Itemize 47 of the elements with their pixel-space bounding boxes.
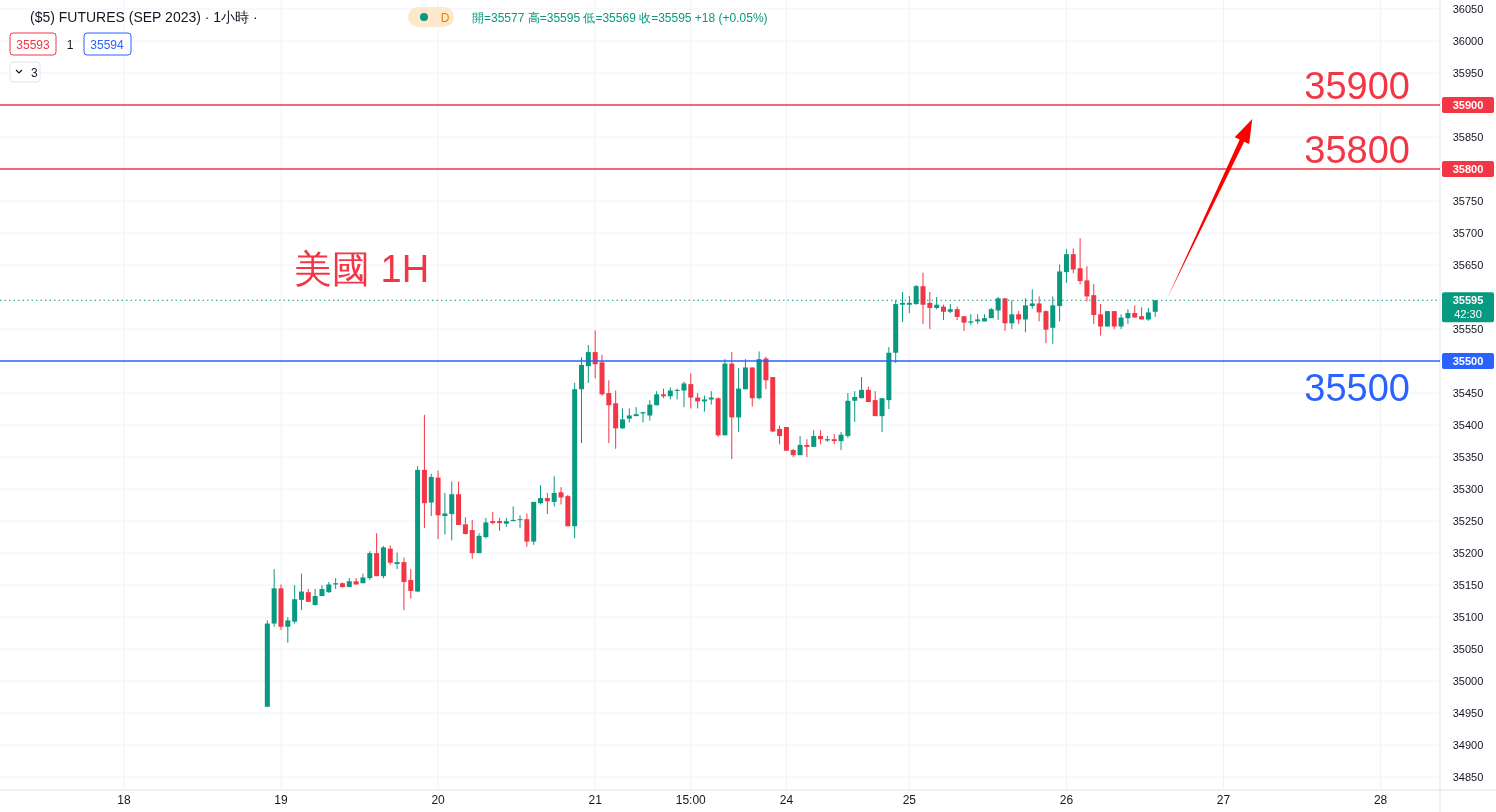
y-tick-label: 35250 [1452,515,1484,528]
annotation: 3 [31,66,38,80]
y-tick-label: 36050 [1452,2,1484,15]
y-tick-label: 35300 [1452,483,1484,496]
y-tick-label: 35750 [1452,195,1484,208]
x-tick-label: 24 [779,793,794,807]
x-tick-label: 18 [117,793,131,807]
y-tick-label: 35650 [1452,259,1484,272]
y-tick-label: 35850 [1452,131,1484,143]
x-tick-label: 26 [1059,793,1074,807]
annotation: 35594 [90,38,125,52]
y-tick-label: 35400 [1452,419,1484,432]
annotation: 35800 [1304,129,1410,172]
annotation: 美國 1H [294,248,430,290]
annotation: 35593 [16,38,51,52]
y-tick-label: 35200 [1452,547,1484,560]
x-tick-label: 19 [274,793,288,807]
y-tick-label: 35000 [1452,675,1484,688]
x-tick-label: 20 [431,793,446,807]
ref-line-label: 35500 [1452,355,1484,368]
x-tick-label: 21 [588,793,603,807]
y-tick-label: 35550 [1452,323,1484,336]
y-tick-label: 35450 [1452,387,1484,400]
annotation: D [440,11,450,25]
ref-line-label: 35800 [1452,163,1484,176]
ref-line-label: 35595 [1452,294,1484,307]
y-tick-label: 35050 [1452,643,1484,656]
x-tick-label: 25 [902,793,917,807]
annotation: 1 [66,38,74,52]
y-tick-label: 34900 [1452,739,1484,752]
ref-line-label: 35900 [1452,98,1484,111]
x-tick-label: 15:00 [675,793,707,807]
annotation: 35900 [1304,64,1410,107]
x-tick-label: 28 [1373,793,1388,807]
y-tick-label: 35100 [1452,611,1484,624]
y-tick-label: 35150 [1452,579,1484,592]
y-tick-label: 34850 [1452,771,1484,784]
y-tick-label: 35350 [1452,451,1484,464]
y-tick-label: 35950 [1452,66,1484,79]
text: 42:30 [1454,308,1482,321]
y-tick-label: 36000 [1452,34,1484,47]
annotation: 開=35577 高=35595 低=35569 收=35595 +18 (+0.05%) [472,11,768,25]
y-tick-label: 35700 [1452,227,1484,240]
text: ($5) FUTURES (SEP 2023) · 1小時 · [30,9,258,25]
y-tick-label: 34950 [1452,707,1484,720]
annotation: 35500 [1304,367,1410,410]
x-tick-label: 27 [1216,793,1231,807]
